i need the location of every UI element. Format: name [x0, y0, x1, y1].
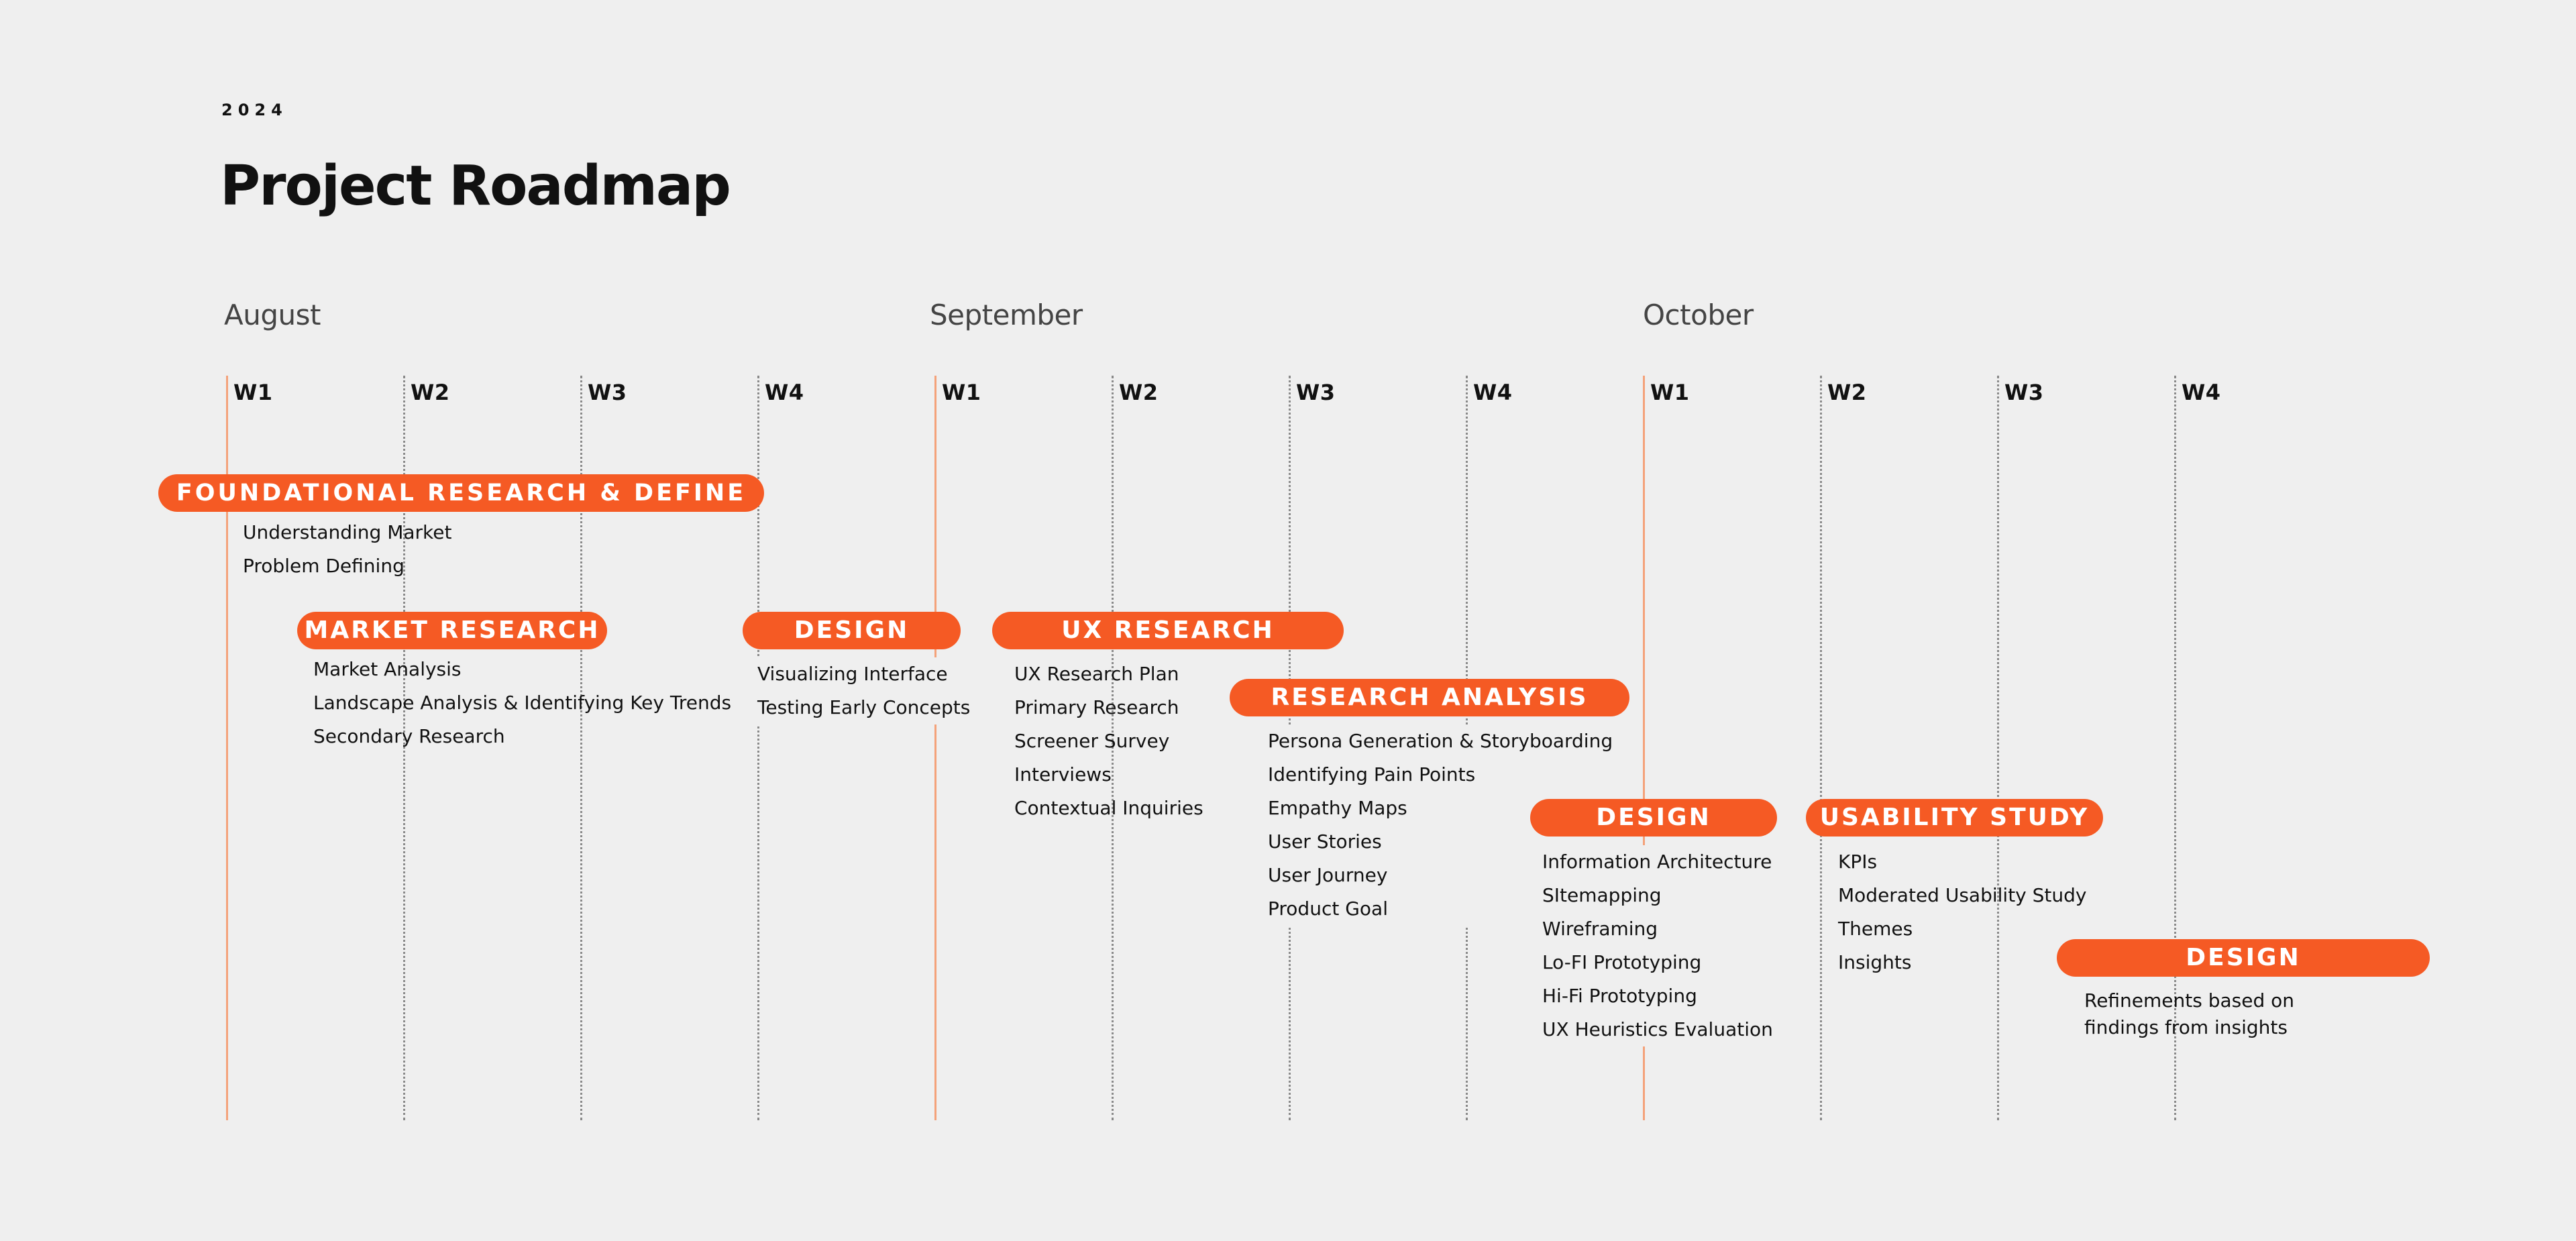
month-label-august: August: [224, 299, 321, 331]
list-item: UX Heuristics Evaluation: [1542, 1018, 1773, 1040]
phase-bar-research-analysis: RESEARCH ANALYSIS: [1230, 679, 1629, 716]
list-item: Contextual Inquiries: [1014, 797, 1203, 819]
phase-items-design-mid: Information Architecture SItemapping Wir…: [1542, 845, 1773, 1046]
list-item: Hi-Fi Prototyping: [1542, 985, 1697, 1007]
phase-bar-market-research: MARKET RESEARCH: [297, 612, 607, 649]
list-item: Product Goal: [1268, 898, 1388, 920]
phase-bar-design-mid: DESIGN: [1530, 799, 1777, 837]
phase-bar-design-early: DESIGN: [743, 612, 961, 649]
month-label-october: October: [1643, 299, 1754, 331]
week-line: [403, 376, 405, 1120]
week-label: W1: [942, 380, 981, 405]
list-item: Understanding Market: [243, 521, 452, 543]
phase-bar-usability-study: USABILITY STUDY: [1806, 799, 2103, 837]
phase-items-market-research: Market Analysis Landscape Analysis & Ide…: [313, 653, 731, 753]
week-label: W2: [1827, 380, 1867, 405]
list-item: Information Architecture: [1542, 851, 1772, 873]
list-item: Interviews: [1014, 763, 1112, 786]
list-item: Persona Generation & Storyboarding: [1268, 730, 1613, 752]
list-item: Primary Research: [1014, 696, 1179, 718]
week-line: [1997, 376, 1999, 1120]
phase-items-design-final: Refinements based on findings from insig…: [2084, 987, 2312, 1041]
week-line: [580, 376, 582, 1120]
week-label: W4: [765, 380, 804, 405]
phase-items-ux-research: UX Research Plan Primary Research Screen…: [1014, 657, 1203, 825]
week-label: W3: [2004, 380, 2044, 405]
week-line: [1643, 376, 1645, 1120]
list-item: Problem Defining: [243, 555, 405, 577]
phase-bar-design-final: DESIGN: [2057, 939, 2430, 977]
list-item: Wireframing: [1542, 918, 1658, 940]
week-label: W2: [1119, 380, 1159, 405]
list-item: Screener Survey: [1014, 730, 1170, 752]
list-item: SItemapping: [1542, 884, 1662, 906]
week-line: [2174, 376, 2176, 1120]
week-label: W3: [1296, 380, 1336, 405]
year-label: 2024: [221, 101, 288, 119]
week-label: W4: [1473, 380, 1513, 405]
list-item: UX Research Plan: [1014, 663, 1179, 685]
list-item: Lo-FI Prototyping: [1542, 951, 1702, 973]
page-title: Project Roadmap: [220, 154, 731, 218]
list-item: Identifying Pain Points: [1268, 763, 1476, 786]
phase-bar-foundational-research: FOUNDATIONAL RESEARCH & DEFINE: [158, 474, 764, 512]
week-label: W4: [2182, 380, 2221, 405]
month-label-september: September: [930, 299, 1083, 331]
list-item: Empathy Maps: [1268, 797, 1407, 819]
list-item: Themes: [1838, 918, 1913, 940]
week-label: W3: [588, 380, 627, 405]
list-item: Secondary Research: [313, 725, 505, 747]
list-item: Visualizing Interface: [757, 663, 948, 685]
week-line: [226, 376, 228, 1120]
list-item: User Stories: [1268, 830, 1382, 853]
list-item: Moderated Usability Study: [1838, 884, 2087, 906]
list-item: Insights: [1838, 951, 1912, 973]
list-item: Market Analysis: [313, 658, 462, 680]
week-line: [934, 376, 936, 1120]
week-label: W2: [411, 380, 450, 405]
phase-bar-ux-research: UX RESEARCH: [992, 612, 1344, 649]
list-item: User Journey: [1268, 864, 1388, 886]
list-item: Testing Early Concepts: [757, 696, 971, 718]
week-line: [1820, 376, 1822, 1120]
week-label: W1: [1650, 380, 1690, 405]
list-item: Refinements based on findings from insig…: [2084, 989, 2295, 1038]
week-line: [757, 376, 759, 1120]
week-label: W1: [233, 380, 273, 405]
list-item: KPIs: [1838, 851, 1878, 873]
week-line: [1112, 376, 1114, 1120]
phase-items-foundational-research: Understanding Market Problem Defining: [243, 516, 451, 583]
phase-items-design-early: Visualizing Interface Testing Early Conc…: [757, 657, 971, 724]
phase-items-usability-study: KPIs Moderated Usability Study Themes In…: [1838, 845, 2086, 979]
list-item: Landscape Analysis & Identifying Key Tre…: [313, 692, 732, 714]
